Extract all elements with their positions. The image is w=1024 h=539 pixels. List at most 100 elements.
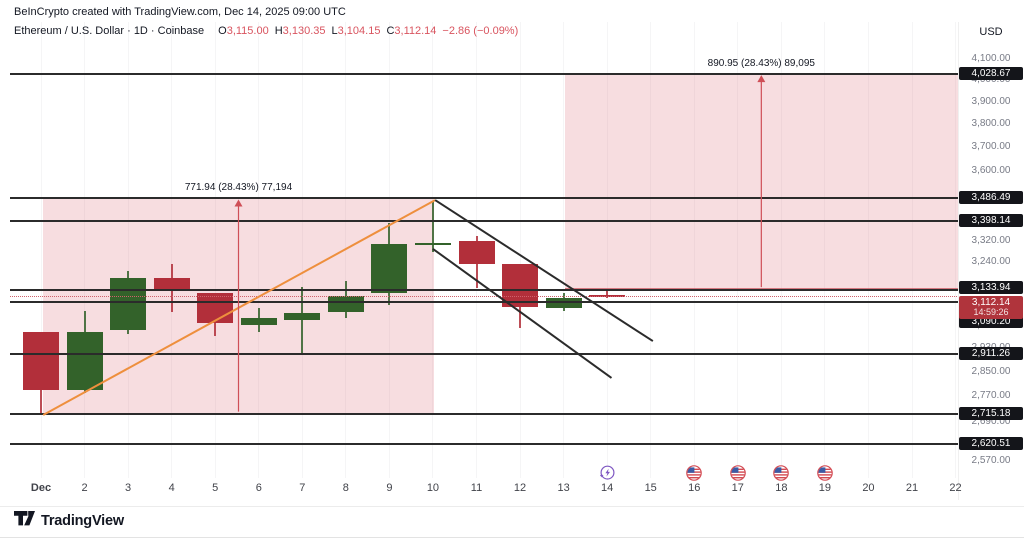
current-price-line: [10, 296, 957, 298]
candle-body: [240, 317, 277, 325]
price-badge: 3,398.14: [959, 213, 1023, 227]
price-badge: 4,028.67: [959, 67, 1023, 81]
price-badge: 2,715.18: [959, 406, 1023, 420]
chart-bottom-divider: [0, 506, 1024, 507]
price-axis-label: 3,700.00: [971, 141, 1011, 153]
time-axis-label: 9: [386, 482, 393, 494]
symbol-title[interactable]: Ethereum / U.S. Dollar · 1D · Coinbase: [14, 25, 205, 37]
time-axis-label: 17: [731, 482, 744, 494]
open-value: 3,115.00: [226, 25, 269, 37]
day-gridline: [824, 22, 826, 478]
time-axis-label: 7: [299, 482, 306, 494]
currency-label: USD: [979, 26, 1003, 38]
price-level-line: [10, 289, 958, 292]
day-gridline: [737, 22, 739, 478]
tradingview-logo[interactable]: TradingView: [14, 511, 124, 531]
low-label: L: [331, 25, 338, 37]
candle-body: [197, 292, 234, 323]
day-gridline: [40, 22, 42, 478]
time-axis-label: 10: [426, 482, 440, 494]
price-axis-label: 2,690.00: [971, 415, 1011, 427]
projection-region: [564, 74, 958, 290]
price-badge: 3,133.94: [959, 281, 1023, 294]
attribution-text: BeInCrypto created with TradingView.com,…: [14, 6, 346, 18]
high-label: H: [274, 25, 283, 37]
price-badge: 3,112.14 14:59:26: [959, 296, 1023, 320]
time-axis-label: 15: [644, 482, 657, 494]
candle-body: [23, 332, 59, 390]
change-value: −2.86 (−0.09%): [442, 25, 519, 37]
candle-body: [458, 240, 495, 265]
price-level-line: [10, 352, 958, 355]
candle-body: [284, 312, 321, 320]
time-axis-label: 18: [775, 482, 788, 494]
time-axis-label: 4: [168, 482, 175, 494]
us-flag-event-icon[interactable]: [772, 464, 790, 482]
us-flag-event-icon[interactable]: [816, 464, 834, 482]
day-gridline: [867, 22, 869, 478]
time-axis-label: 22: [949, 482, 962, 494]
close-value: 3,112.14: [394, 25, 437, 37]
price-axis-label: 2,850.00: [971, 365, 1011, 377]
day-gridline: [911, 22, 913, 478]
time-axis-label: 21: [905, 482, 919, 494]
price-badge: 2,620.51: [959, 437, 1023, 451]
price-axis-label: 3,600.00: [971, 164, 1011, 176]
time-axis-label: 20: [862, 482, 875, 494]
candle-body: [110, 278, 147, 331]
tradingview-logo-text: TradingView: [41, 513, 124, 529]
time-axis-label: 19: [818, 482, 832, 494]
price-level-line: [10, 412, 958, 415]
tradingview-logo-icon: [14, 511, 35, 531]
price-level-line: [10, 197, 958, 200]
current-price-badge-value: 3,112.14: [971, 297, 1011, 309]
time-axis-label: 6: [255, 482, 262, 494]
range-label: 771.94 (28.43%) 77,194: [184, 182, 293, 194]
price-axis-label: 2,570.00: [971, 454, 1011, 466]
crypto-event-icon[interactable]: [598, 464, 616, 482]
low-value: 3,104.15: [337, 25, 381, 37]
us-flag-event-icon[interactable]: [729, 464, 747, 482]
range-label: 890.95 (28.43%) 89,095: [707, 58, 815, 70]
price-level-line: [10, 301, 958, 304]
price-axis-label: 2,770.00: [971, 390, 1011, 402]
price-level-line: [10, 219, 958, 222]
price-badge: 3,486.49: [959, 191, 1023, 205]
open-label: O: [218, 25, 227, 37]
close-label: C: [386, 25, 395, 37]
price-axis-label: 3,800.00: [971, 118, 1011, 130]
candle-body: [371, 243, 408, 293]
price-level-line: [10, 73, 958, 76]
time-axis-label: 13: [557, 482, 570, 494]
candle-body: [327, 295, 364, 312]
price-axis-label: 4,100.00: [971, 53, 1011, 64]
time-axis-label: 8: [342, 482, 349, 494]
time-axis-label: 11: [470, 482, 483, 494]
bar-countdown: 14:59:26: [973, 307, 1009, 318]
time-axis-label: 2: [81, 482, 88, 494]
time-axis-label: 14: [601, 482, 614, 494]
time-axis-label: Dec: [30, 482, 52, 494]
candle-body: [66, 332, 103, 390]
time-axis-label: 12: [513, 482, 527, 494]
day-gridline: [955, 22, 957, 478]
day-gridline: [693, 22, 695, 478]
time-axis-label: 16: [688, 482, 701, 494]
price-axis[interactable]: [958, 22, 1024, 500]
price-badge: 2,911.26: [959, 346, 1023, 360]
price-axis-label: 3,900.00: [971, 96, 1011, 108]
price-axis-label: 3,320.00: [971, 234, 1011, 246]
high-value: 3,130.35: [282, 25, 326, 37]
candle-body: [414, 242, 451, 245]
attribution-bar: BeInCrypto created with TradingView.com,…: [14, 6, 346, 18]
day-gridline: [780, 22, 782, 478]
symbol-info-row[interactable]: Ethereum / U.S. Dollar · 1D · Coinbase O3…: [14, 25, 518, 37]
us-flag-event-icon[interactable]: [685, 464, 703, 482]
day-gridline: [519, 22, 521, 478]
time-axis-label: 5: [212, 482, 219, 494]
price-axis-label: 3,240.00: [971, 255, 1011, 267]
time-axis-label: 3: [125, 482, 132, 494]
page-bottom-divider: [0, 537, 1024, 538]
